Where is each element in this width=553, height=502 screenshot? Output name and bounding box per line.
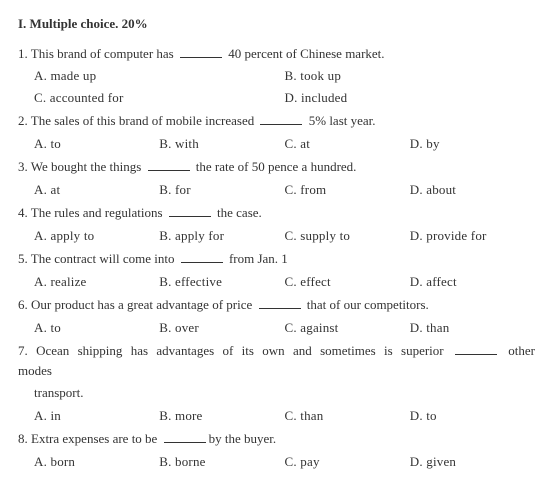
option[interactable]: A. at (34, 180, 159, 200)
options-row: A. toB. withC. atD. by (18, 134, 535, 154)
option[interactable]: B. more (159, 406, 284, 426)
stem-after: by the buyer. (209, 431, 277, 446)
question-number: 1. (18, 46, 31, 61)
question-stem: 2. The sales of this brand of mobile inc… (18, 111, 535, 131)
options-row: A. toB. overC. againstD. than (18, 318, 535, 338)
option[interactable]: A. made up (34, 66, 285, 86)
question-number: 5. (18, 251, 31, 266)
option[interactable]: C. from (285, 180, 410, 200)
blank (260, 112, 302, 125)
option[interactable]: C. against (285, 318, 410, 338)
question-6: 6. Our product has a great advantage of … (18, 295, 535, 337)
blank (259, 296, 301, 309)
question-8: 8. Extra expenses are to be by the buyer… (18, 429, 535, 471)
option[interactable]: D. by (410, 134, 535, 154)
option[interactable]: A. apply to (34, 226, 159, 246)
question-4: 4. The rules and regulations the case. A.… (18, 203, 535, 245)
option[interactable]: C. effect (285, 272, 410, 292)
option[interactable]: C. accounted for (34, 88, 285, 108)
stem-before: We bought the things (31, 159, 145, 174)
stem-before: Ocean shipping has advantages of its own… (36, 343, 452, 358)
question-number: 8. (18, 431, 31, 446)
option[interactable]: A. in (34, 406, 159, 426)
question-5: 5. The contract will come into from Jan.… (18, 249, 535, 291)
option[interactable]: D. included (285, 88, 536, 108)
question-stem: 4. The rules and regulations the case. (18, 203, 535, 223)
option[interactable]: B. apply for (159, 226, 284, 246)
option[interactable]: D. given (410, 452, 535, 472)
option[interactable]: A. to (34, 318, 159, 338)
stem-before: The rules and regulations (31, 205, 166, 220)
option[interactable]: B. with (159, 134, 284, 154)
option[interactable]: C. than (285, 406, 410, 426)
questions-container: 1. This brand of computer has 40 percent… (18, 44, 535, 472)
stem-after: 40 percent of Chinese market. (225, 46, 385, 61)
blank (180, 45, 222, 58)
question-stem: 7. Ocean shipping has advantages of its … (18, 341, 535, 380)
options-row: A. bornB. borneC. payD. given (18, 452, 535, 472)
options-row: A. atB. forC. fromD. about (18, 180, 535, 200)
options-row: A. made upB. took up (18, 66, 535, 86)
question-stem: 3. We bought the things the rate of 50 p… (18, 157, 535, 177)
option[interactable]: A. realize (34, 272, 159, 292)
stem-after: 5% last year. (305, 113, 375, 128)
option[interactable]: D. affect (410, 272, 535, 292)
stem-after: from Jan. 1 (226, 251, 288, 266)
question-stem: 5. The contract will come into from Jan.… (18, 249, 535, 269)
blank (169, 204, 211, 217)
option[interactable]: B. borne (159, 452, 284, 472)
question-3: 3. We bought the things the rate of 50 p… (18, 157, 535, 199)
question-number: 2. (18, 113, 31, 128)
section-title: I. Multiple choice. 20% (18, 14, 535, 34)
question-stem: 1. This brand of computer has 40 percent… (18, 44, 535, 64)
options-row: A. inB. moreC. thanD. to (18, 406, 535, 426)
question-2: 2. The sales of this brand of mobile inc… (18, 111, 535, 153)
option[interactable]: B. for (159, 180, 284, 200)
stem-after: the case. (214, 205, 262, 220)
option[interactable]: B. took up (285, 66, 536, 86)
blank (181, 250, 223, 263)
blank (148, 158, 190, 171)
question-1: 1. This brand of computer has 40 percent… (18, 44, 535, 108)
option[interactable]: D. about (410, 180, 535, 200)
option[interactable]: C. pay (285, 452, 410, 472)
question-number: 4. (18, 205, 31, 220)
blank (455, 342, 497, 355)
stem-before: Our product has a great advantage of pri… (31, 297, 256, 312)
question-7: 7. Ocean shipping has advantages of its … (18, 341, 535, 425)
stem-wrap: transport. (18, 383, 535, 403)
options-row: A. realizeB. effectiveC. effectD. affect (18, 272, 535, 292)
question-number: 7. (18, 343, 36, 358)
question-stem: 6. Our product has a great advantage of … (18, 295, 535, 315)
blank (164, 430, 206, 443)
option[interactable]: C. at (285, 134, 410, 154)
option[interactable]: A. born (34, 452, 159, 472)
question-number: 6. (18, 297, 31, 312)
option[interactable]: C. supply to (285, 226, 410, 246)
option[interactable]: B. effective (159, 272, 284, 292)
stem-before: The contract will come into (31, 251, 178, 266)
stem-before: Extra expenses are to be (31, 431, 161, 446)
stem-before: This brand of computer has (31, 46, 177, 61)
option[interactable]: B. over (159, 318, 284, 338)
stem-before: The sales of this brand of mobile increa… (31, 113, 258, 128)
options-row: C. accounted forD. included (18, 88, 535, 108)
option[interactable]: D. provide for (410, 226, 535, 246)
option[interactable]: D. than (410, 318, 535, 338)
options-row: A. apply toB. apply forC. supply toD. pr… (18, 226, 535, 246)
question-stem: 8. Extra expenses are to be by the buyer… (18, 429, 535, 449)
option[interactable]: A. to (34, 134, 159, 154)
option[interactable]: D. to (410, 406, 535, 426)
stem-after: the rate of 50 pence a hundred. (193, 159, 357, 174)
question-number: 3. (18, 159, 31, 174)
stem-after: that of our competitors. (304, 297, 429, 312)
